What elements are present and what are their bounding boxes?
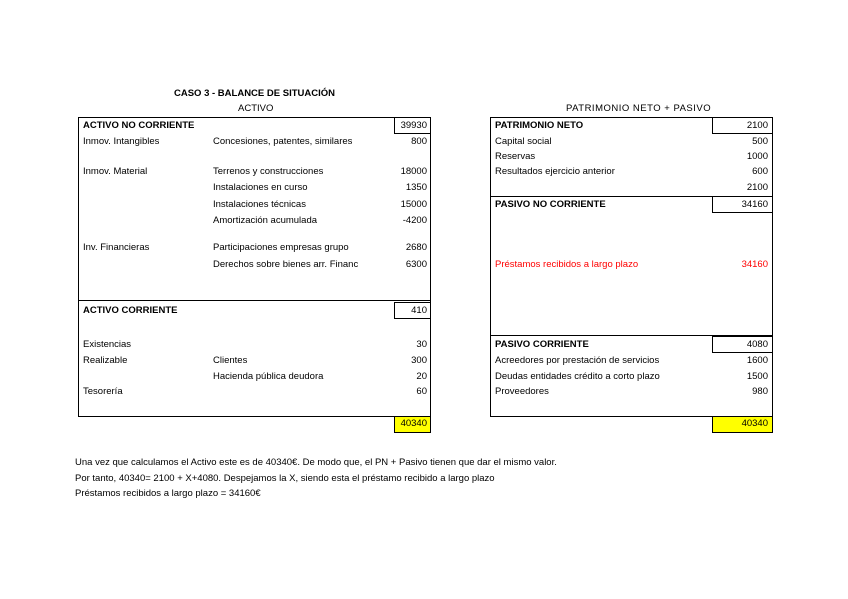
prestamos-lp-value: 34160 [741, 259, 768, 270]
row-value: 1600 [746, 355, 768, 366]
row-item: Capital social [495, 136, 552, 147]
row-value: 800 [411, 136, 427, 147]
row-item: Acreedores por prestación de servicios [495, 355, 660, 366]
divider [490, 335, 773, 336]
row-item: Clientes [213, 355, 248, 366]
row-value: 600 [752, 166, 768, 177]
row-value: 2680 [405, 242, 427, 253]
note-line: Por tanto, 40340= 2100 + X+4080. Despeja… [75, 473, 495, 484]
divider [490, 196, 773, 197]
pnc-label: PASIVO NO CORRIENTE [495, 199, 606, 210]
activo-c-total-box [394, 302, 431, 319]
row-value: 15000 [400, 199, 427, 210]
pc-label: PASIVO CORRIENTE [495, 339, 589, 350]
row-value: 1500 [746, 371, 768, 382]
row-value: 500 [752, 136, 768, 147]
activo-grand-total-box [394, 416, 431, 433]
activo-nc-label: ACTIVO NO CORRIENTE [83, 120, 195, 131]
activo-c-total: 410 [411, 305, 427, 316]
row-item: Instalaciones en curso [213, 182, 308, 193]
row-value: -4200 [402, 215, 427, 226]
row-item: Derechos sobre bienes arr. Financ [213, 259, 359, 270]
activo-c-label: ACTIVO CORRIENTE [83, 305, 178, 316]
document-title: CASO 3 - BALANCE DE SITUACIÓN [174, 88, 335, 99]
row-value: 1000 [746, 151, 768, 162]
row-value: 60 [416, 386, 427, 397]
pasivo-grand-total-box [712, 416, 773, 433]
row-item: Hacienda pública deudora [213, 371, 324, 382]
row-value: 18000 [400, 166, 427, 177]
row-value: 30 [416, 339, 427, 350]
row-group: Inmov. Material [83, 166, 148, 177]
pn-label: PATRIMONIO NETO [495, 120, 584, 131]
activo-table [78, 117, 431, 417]
row-group: Inmov. Intangibles [83, 136, 160, 147]
row-group: Realizable [83, 355, 128, 366]
row-item: Amortización acumulada [213, 215, 318, 226]
pnc-total: 34160 [741, 199, 768, 210]
row-item: Concesiones, patentes, similares [213, 136, 353, 147]
row-group: Tesorería [83, 386, 123, 397]
activo-nc-total: 39930 [400, 120, 427, 131]
row-item: Proveedores [495, 386, 549, 397]
row-value: 2100 [746, 182, 768, 193]
pc-total-box [712, 336, 773, 353]
row-value: 980 [752, 386, 768, 397]
row-item: Resultados ejercicio anterior [495, 166, 615, 177]
pnc-total-box [712, 196, 773, 213]
pasivo-grand-total: 40340 [741, 418, 768, 429]
divider [78, 300, 431, 301]
pn-total: 2100 [746, 120, 768, 131]
row-item: Terrenos y construcciones [213, 166, 324, 177]
pasivo-table [490, 117, 773, 417]
activo-nc-total-box [394, 117, 431, 134]
pc-total: 4080 [746, 339, 768, 350]
activo-grand-total: 40340 [400, 418, 427, 429]
row-item: Reservas [495, 151, 536, 162]
row-item: Participaciones empresas grupo [213, 242, 349, 253]
prestamos-lp-label: Préstamos recibidos a largo plazo [495, 259, 639, 270]
row-item: Instalaciones técnicas [213, 199, 306, 210]
row-group: Inv. Financieras [83, 242, 150, 253]
row-item: Deudas entidades crédito a corto plazo [495, 371, 660, 382]
activo-heading: ACTIVO [238, 103, 274, 114]
pn-total-box [712, 117, 773, 134]
note-line: Una vez que calculamos el Activo este es… [75, 457, 557, 468]
row-value: 1350 [405, 182, 427, 193]
row-value: 20 [416, 371, 427, 382]
note-line: Préstamos recibidos a largo plazo = 3416… [75, 488, 261, 499]
pasivo-heading: PATRIMONIO NETO + PASIVO [566, 103, 712, 114]
row-value: 300 [411, 355, 427, 366]
row-group: Existencias [83, 339, 132, 350]
row-value: 6300 [405, 259, 427, 270]
